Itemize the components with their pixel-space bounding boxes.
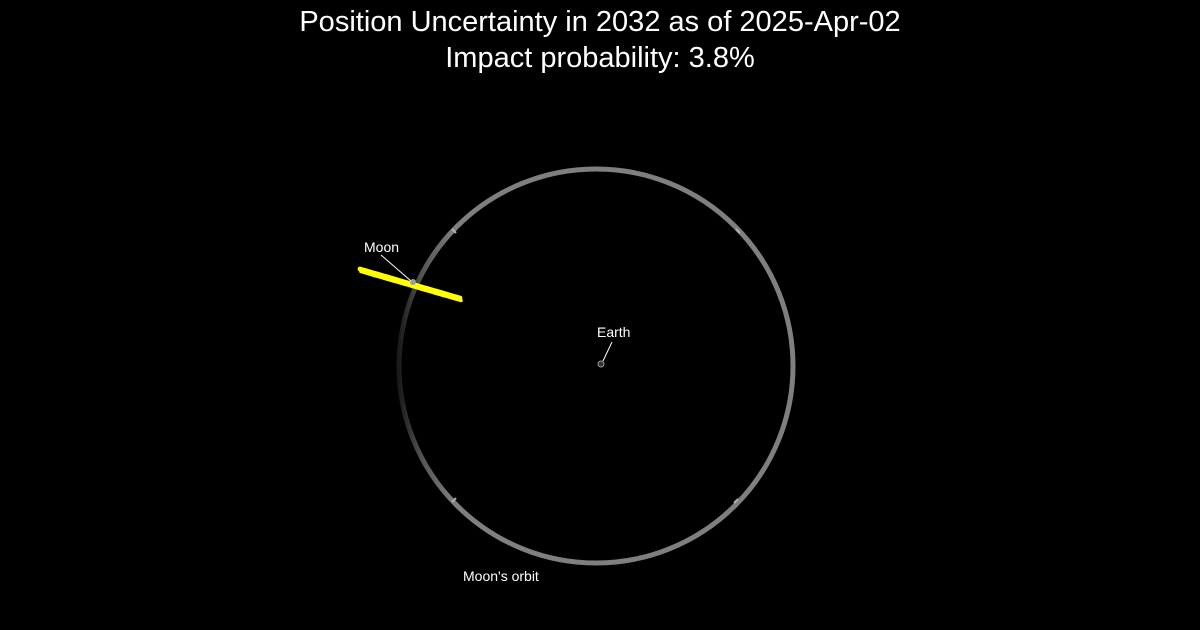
uncertainty-region [357, 266, 463, 303]
uncertainty-point [459, 298, 463, 303]
title-line-1: Position Uncertainty in 2032 as of 2025-… [299, 6, 901, 38]
figure-title: Position Uncertainty in 2032 as of 2025-… [0, 4, 1200, 76]
earth-marker [597, 360, 605, 368]
moon-orbit [396, 166, 796, 566]
moon-leader-line [380, 254, 412, 282]
earth-leader-line [602, 341, 613, 362]
earth-label: Earth [597, 324, 630, 340]
orbit-ticks [451, 228, 741, 504]
moon-label: Moon [364, 239, 399, 255]
moon-orbit-label: Moon's orbit [463, 568, 539, 584]
moon-marker [410, 279, 416, 285]
title-line-2: Impact probability: 3.8% [445, 42, 755, 74]
